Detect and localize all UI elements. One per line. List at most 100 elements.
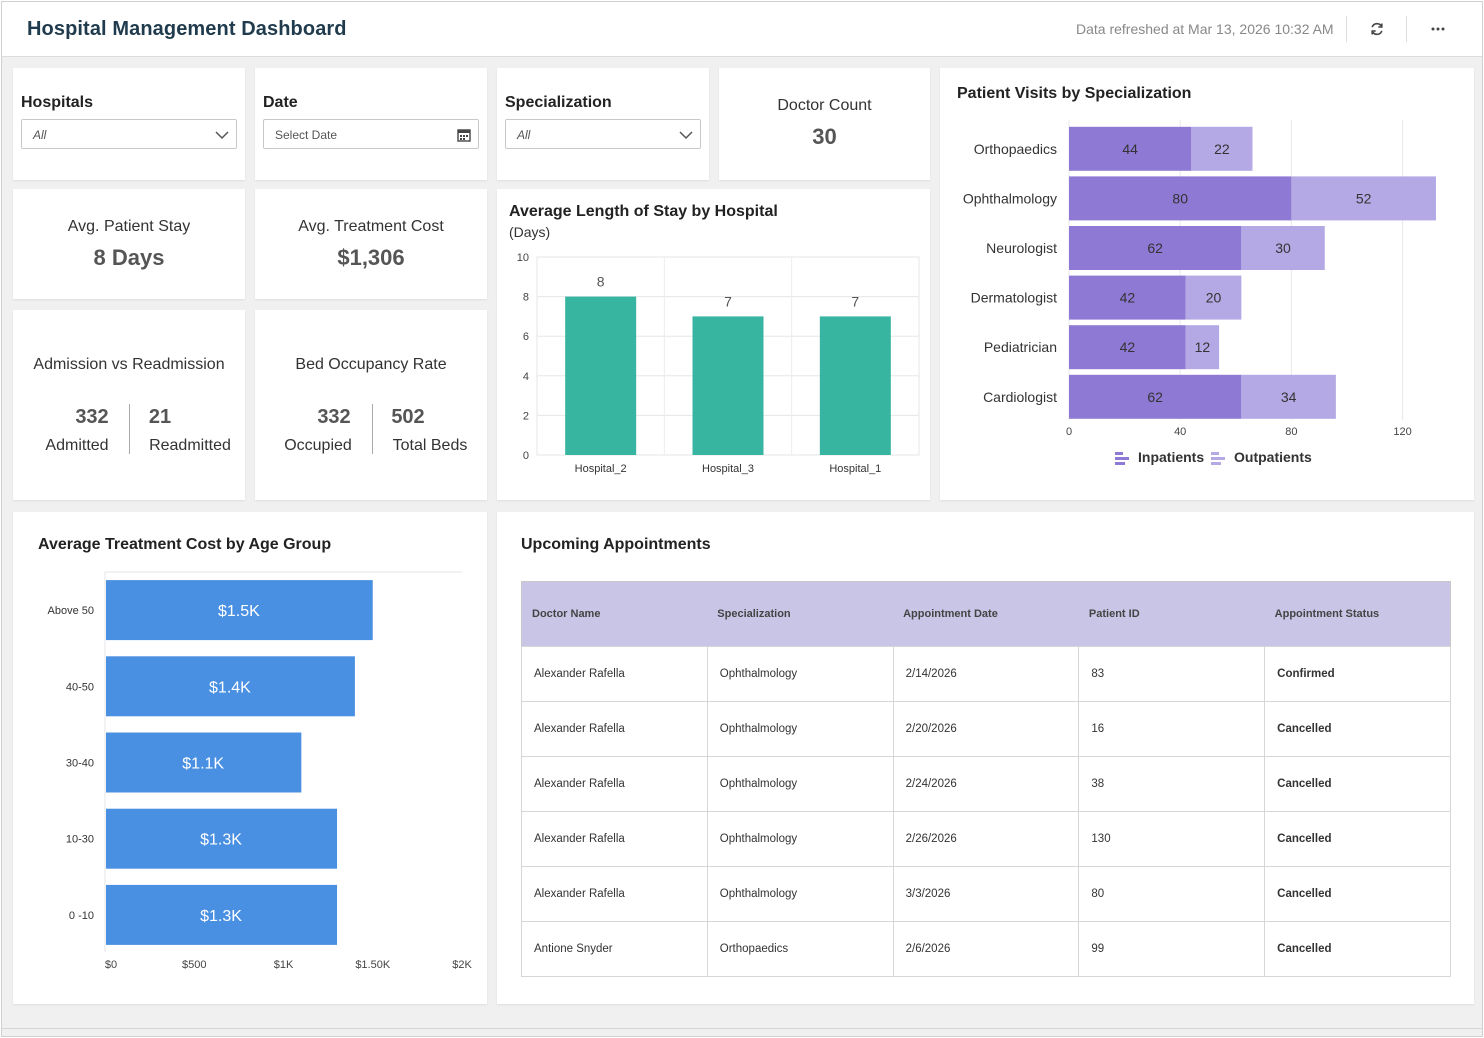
total-beds-label: Total Beds xyxy=(392,437,468,454)
refresh-button[interactable] xyxy=(1364,16,1390,42)
header-divider xyxy=(1346,16,1347,42)
data-label: 7 xyxy=(851,293,859,309)
data-label: $1.3K xyxy=(200,832,242,849)
patient-id-cell: 38 xyxy=(1078,756,1266,812)
x-tick-label: $1.50K xyxy=(355,959,391,971)
legend-swatch xyxy=(1211,452,1219,455)
legend-item: Outpatients xyxy=(1211,449,1312,465)
chevron-down-icon xyxy=(679,131,693,140)
bar xyxy=(565,296,637,455)
bed-occupancy-card: Bed Occupancy Rate 332 Occupied 502 Tota… xyxy=(255,310,487,500)
data-label: 44 xyxy=(1122,141,1138,157)
category-label: Above 50 xyxy=(48,605,94,617)
hospitals-filter-card: Hospitals All xyxy=(13,68,245,180)
doctor-count-value: 30 xyxy=(812,124,837,149)
x-tick-label: $0 xyxy=(105,959,117,971)
status-cell: Cancelled xyxy=(1264,866,1451,922)
more-options-button[interactable] xyxy=(1425,16,1451,42)
table-row[interactable]: Antione Snyder Orthopaedics 2/6/2026 99 … xyxy=(521,921,1451,977)
legend-swatch xyxy=(1211,462,1221,465)
admission-readmission-card: Admission vs Readmission 332 Admitted 21… xyxy=(13,310,245,500)
readmitted-label: Readmitted xyxy=(149,437,231,454)
x-tick-label: $2K xyxy=(452,959,472,971)
patient-visits-chart: 0 40 80 120 Orthopaedics 44 22 Ophthalmology 80 5… xyxy=(963,120,1436,465)
column-header[interactable]: Appointment Date xyxy=(893,581,1079,647)
status-cell: Cancelled xyxy=(1264,756,1451,812)
header-divider xyxy=(1406,16,1407,42)
bar-segment xyxy=(1241,374,1336,419)
patient-id-cell: 130 xyxy=(1078,811,1266,867)
category-label: 40-50 xyxy=(66,681,94,693)
occupied-value: 332 xyxy=(317,406,351,428)
length-of-stay-chart-card: Average Length of Stay by Hospital (Days… xyxy=(497,189,930,500)
patient-visits-chart-title: Patient Visits by Specialization xyxy=(957,85,1192,102)
date-filter-label: Date xyxy=(263,94,298,111)
appointment-date-cell: 2/6/2026 xyxy=(892,921,1080,977)
data-label: $1.1K xyxy=(182,756,224,773)
patient-id-cell: 99 xyxy=(1078,921,1266,977)
bar-segment xyxy=(1069,176,1292,221)
data-label: 22 xyxy=(1214,141,1230,157)
table-row[interactable]: Alexander Rafella Ophthalmology 2/24/202… xyxy=(521,756,1451,812)
column-header[interactable]: Appointment Status xyxy=(1264,581,1451,647)
category-label: Dermatologist xyxy=(971,290,1057,306)
occupied-label: Occupied xyxy=(284,437,352,454)
bar xyxy=(106,732,302,793)
y-tick-label: 10 xyxy=(517,252,529,264)
doctor-name-cell: Alexander Rafella xyxy=(521,866,708,922)
category-label: Ophthalmology xyxy=(963,190,1057,206)
table-row[interactable]: Alexander Rafella Ophthalmology 2/20/202… xyxy=(521,701,1451,757)
treatment-cost-chart-card: Average Treatment Cost by Age Group $0 $5… xyxy=(13,512,487,1004)
y-tick-label: 4 xyxy=(523,371,529,383)
category-label: Neurologist xyxy=(986,240,1057,256)
data-label: 62 xyxy=(1147,389,1163,405)
table-row[interactable]: Alexander Rafella Ophthalmology 2/14/202… xyxy=(521,646,1451,702)
table-row[interactable]: Alexander Rafella Ophthalmology 3/3/2026… xyxy=(521,866,1451,922)
length-of-stay-chart-subtitle: (Days) xyxy=(509,224,551,240)
category-label: Orthopaedics xyxy=(974,141,1057,157)
appointment-date-cell: 2/24/2026 xyxy=(892,756,1080,812)
column-header[interactable]: Doctor Name xyxy=(521,581,708,647)
data-label: 42 xyxy=(1120,290,1136,306)
column-header[interactable]: Patient ID xyxy=(1078,581,1265,647)
date-filter-card: Date Select Date xyxy=(255,68,487,180)
x-tick-label: 0 xyxy=(1066,426,1072,438)
x-tick-label: 80 xyxy=(1285,426,1297,438)
bar-segment xyxy=(1069,226,1242,270)
bar xyxy=(106,808,338,869)
refresh-icon xyxy=(1371,22,1383,36)
doctor-name-cell: Alexander Rafella xyxy=(521,811,708,867)
avg-treatment-cost-card: Avg. Treatment Cost $1,306 xyxy=(255,189,487,299)
specialization-select[interactable]: All xyxy=(505,119,701,149)
split-divider xyxy=(372,404,373,454)
date-picker-input[interactable]: Select Date xyxy=(263,119,479,149)
status-cell: Cancelled xyxy=(1264,811,1451,867)
length-of-stay-chart: 0 2 4 6 8 10 8 Hospital_2 7 Hospital_3 7 Hospital_1 xyxy=(517,252,920,475)
appointment-date-cell: 2/20/2026 xyxy=(892,701,1080,757)
bar-segment xyxy=(1069,325,1186,370)
admission-readmission-title: Admission vs Readmission xyxy=(33,356,225,373)
more-horizontal-icon xyxy=(1431,27,1445,31)
page-title: Hospital Management Dashboard xyxy=(27,18,347,40)
inpatients-legend-icon xyxy=(1115,452,1129,465)
category-label: 30-40 xyxy=(66,758,94,770)
patient-visits-chart-card: Patient Visits by Specialization 0 40 80 12… xyxy=(940,68,1474,500)
data-label: 12 xyxy=(1195,339,1211,355)
column-header[interactable]: Specialization xyxy=(707,581,894,647)
chevron-down-icon xyxy=(215,131,229,140)
data-label: 52 xyxy=(1356,190,1372,206)
x-tick-label: $1K xyxy=(274,959,294,971)
appointment-date-cell: 2/14/2026 xyxy=(892,646,1080,702)
x-tick-label: 120 xyxy=(1393,426,1411,438)
hospitals-select[interactable]: All xyxy=(21,119,237,149)
doctor-name-cell: Alexander Rafella xyxy=(521,701,708,757)
bar xyxy=(106,656,355,717)
bar-segment xyxy=(1069,126,1192,171)
patient-id-cell: 83 xyxy=(1078,646,1266,702)
doctor-name-cell: Alexander Rafella xyxy=(521,646,708,702)
table-row[interactable]: Alexander Rafella Ophthalmology 2/26/202… xyxy=(521,811,1451,867)
data-label: $1.3K xyxy=(200,908,242,925)
calendar-icon xyxy=(457,129,471,142)
legend-label: Inpatients xyxy=(1138,449,1204,465)
category-label: 0 -10 xyxy=(69,910,94,922)
